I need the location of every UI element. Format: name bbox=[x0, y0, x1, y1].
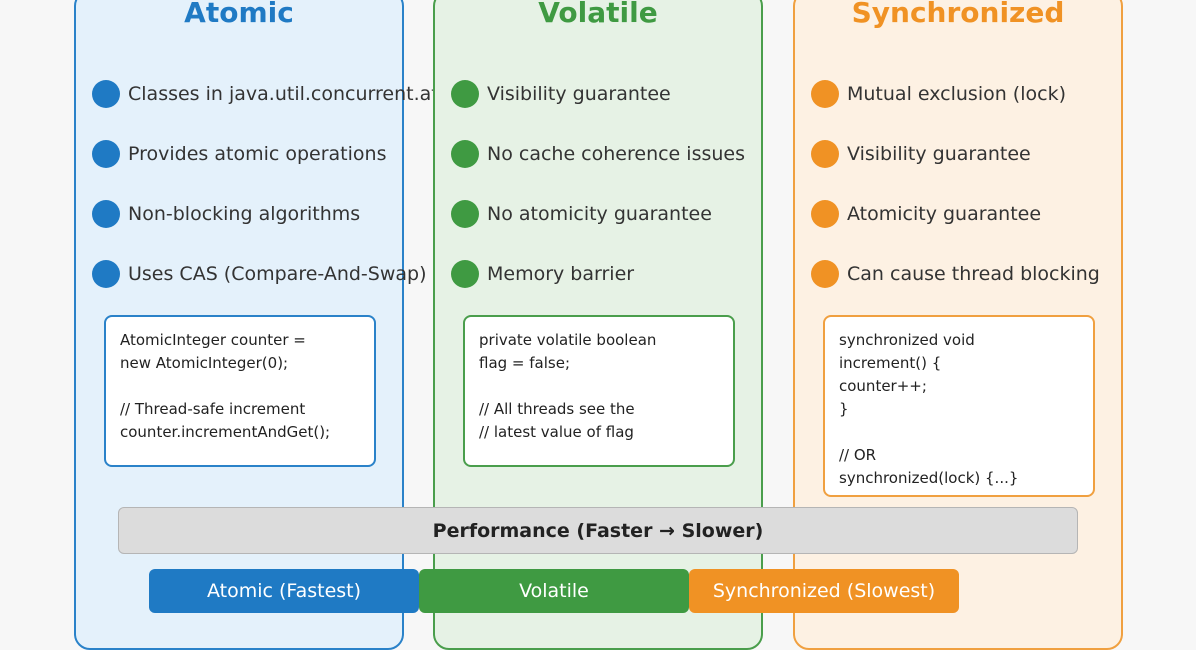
atomic-title: Atomic bbox=[184, 0, 294, 29]
atomic-bullet-1: Classes in java.util.concurrent.atomic bbox=[92, 79, 485, 109]
bullet-dot-icon bbox=[451, 80, 479, 108]
bullet-dot-icon bbox=[811, 140, 839, 168]
performance-header: Performance (Faster → Slower) bbox=[118, 507, 1078, 554]
bullet-text: No cache coherence issues bbox=[487, 143, 745, 165]
atomic-bullet-2: Provides atomic operations bbox=[92, 139, 386, 169]
performance-synchronized: Synchronized (Slowest) bbox=[689, 569, 959, 613]
bullet-dot-icon bbox=[92, 260, 120, 288]
bullet-dot-icon bbox=[451, 140, 479, 168]
bullet-text: No atomicity guarantee bbox=[487, 203, 712, 225]
synchronized-bullet-2: Visibility guarantee bbox=[811, 139, 1031, 169]
atomic-bullet-3: Non-blocking algorithms bbox=[92, 199, 360, 229]
bullet-text: Uses CAS (Compare-And-Swap) bbox=[128, 263, 427, 285]
bullet-dot-icon bbox=[92, 80, 120, 108]
synchronized-code-block: synchronized void increment() { counter+… bbox=[823, 315, 1095, 497]
volatile-bullet-2: No cache coherence issues bbox=[451, 139, 745, 169]
bullet-dot-icon bbox=[811, 80, 839, 108]
bullet-dot-icon bbox=[811, 260, 839, 288]
bullet-dot-icon bbox=[92, 200, 120, 228]
performance-volatile: Volatile bbox=[419, 569, 689, 613]
synchronized-bullet-1: Mutual exclusion (lock) bbox=[811, 79, 1066, 109]
bullet-text: Provides atomic operations bbox=[128, 143, 387, 165]
volatile-bullet-4: Memory barrier bbox=[451, 259, 634, 289]
bullet-text: Visibility guarantee bbox=[487, 83, 671, 105]
bullet-text: Non-blocking algorithms bbox=[128, 203, 361, 225]
bullet-dot-icon bbox=[451, 200, 479, 228]
bullet-dot-icon bbox=[451, 260, 479, 288]
bullet-dot-icon bbox=[811, 200, 839, 228]
volatile-bullet-1: Visibility guarantee bbox=[451, 79, 671, 109]
bullet-text: Can cause thread blocking bbox=[847, 263, 1100, 285]
bullet-text: Atomicity guarantee bbox=[847, 203, 1042, 225]
bullet-text: Visibility guarantee bbox=[847, 143, 1031, 165]
synchronized-bullet-4: Can cause thread blocking bbox=[811, 259, 1100, 289]
bullet-text: Classes in java.util.concurrent.atomic bbox=[128, 83, 485, 105]
volatile-code-block: private volatile boolean flag = false; /… bbox=[463, 315, 735, 467]
volatile-title: Volatile bbox=[538, 0, 658, 29]
bullet-dot-icon bbox=[92, 140, 120, 168]
volatile-bullet-3: No atomicity guarantee bbox=[451, 199, 712, 229]
synchronized-title: Synchronized bbox=[851, 0, 1065, 29]
synchronized-bullet-3: Atomicity guarantee bbox=[811, 199, 1041, 229]
bullet-text: Mutual exclusion (lock) bbox=[847, 83, 1066, 105]
atomic-bullet-4: Uses CAS (Compare-And-Swap) bbox=[92, 259, 427, 289]
bullet-text: Memory barrier bbox=[487, 263, 635, 285]
atomic-code-block: AtomicInteger counter = new AtomicIntege… bbox=[104, 315, 376, 467]
performance-atomic: Atomic (Fastest) bbox=[149, 569, 419, 613]
